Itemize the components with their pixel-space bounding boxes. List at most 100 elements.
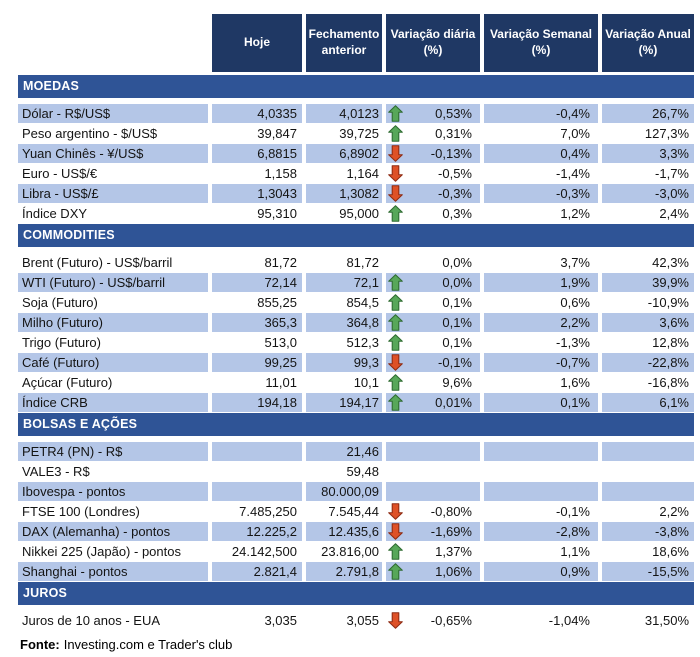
variacao-anual-value: 127,3%	[644, 126, 689, 141]
variacao-diaria-value: 0,1%	[442, 295, 472, 310]
variacao-diaria-value: 0,01%	[435, 395, 472, 410]
variacao-semanal-value: 3,7%	[560, 255, 590, 270]
source-text: Investing.com e Trader's club	[63, 637, 233, 652]
down-arrow-icon	[388, 185, 403, 202]
fechamento-anterior-value: 7.545,44	[328, 504, 379, 519]
variacao-diaria-cell: -0,1%	[386, 353, 480, 372]
row-label: VALE3 - R$	[22, 464, 90, 479]
table-row: Yuan Chinês - ¥/US$ 6,8815 6,8902 -0,13% 0,4…	[18, 144, 694, 163]
row-label: Nikkei 225 (Japão) - pontos	[22, 544, 181, 559]
variacao-diaria-cell	[386, 482, 480, 501]
hoje-value: 513,0	[264, 335, 297, 350]
variacao-anual-value	[602, 462, 694, 481]
source-note: Fonte: Investing.com e Trader's club	[18, 637, 694, 652]
hoje-value: 4,0335	[212, 104, 302, 123]
variacao-semanal-value: -2,8%	[484, 522, 598, 541]
variacao-diaria-cell: 0,01%	[386, 393, 480, 412]
hoje-value: 1,158	[264, 166, 297, 181]
table-row: Trigo (Futuro) 513,0 512,3 0,1% -1,3% 12,8%	[18, 333, 694, 352]
table-row: Shanghai - pontos 2.821,4 2.791,8 1,06% 0,9%…	[18, 562, 694, 581]
up-arrow-icon	[388, 543, 403, 560]
fechamento-anterior-value: 1,164	[346, 166, 379, 181]
up-arrow-icon	[388, 294, 403, 311]
table-row: Libra - US$/£ 1,3043 1,3082 -0,3% -0,3% -3,0%	[18, 184, 694, 203]
variacao-anual-value: -22,8%	[602, 353, 694, 372]
fechamento-anterior-value: 23.816,00	[321, 544, 379, 559]
variacao-anual-value: 6,1%	[602, 393, 694, 412]
up-arrow-icon	[388, 314, 403, 331]
variacao-diaria-value: -0,80%	[430, 504, 472, 519]
hoje-value	[212, 482, 302, 501]
row-label: Soja (Futuro)	[22, 295, 98, 310]
row-label: Dólar - R$/US$	[18, 104, 208, 123]
variacao-semanal-value: 1,2%	[560, 206, 590, 221]
variacao-diaria-value: 0,53%	[435, 106, 472, 121]
down-arrow-icon	[388, 523, 403, 540]
variacao-anual-value: 2,2%	[659, 504, 689, 519]
variacao-diaria-cell: -1,69%	[386, 522, 480, 541]
row-label: WTI (Futuro) - US$/barril	[18, 273, 208, 292]
variacao-anual-value: -3,8%	[602, 522, 694, 541]
hoje-value: 194,18	[212, 393, 302, 412]
variacao-diaria-cell: 9,6%	[386, 373, 480, 392]
variacao-diaria-cell: 0,1%	[386, 313, 480, 332]
fechamento-anterior-value: 80.000,09	[306, 482, 382, 501]
hoje-value: 99,25	[212, 353, 302, 372]
variacao-diaria-cell: -0,5%	[386, 164, 480, 183]
variacao-diaria-cell: -0,65%	[386, 611, 480, 630]
up-arrow-icon	[388, 205, 403, 222]
fechamento-anterior-value: 72,1	[306, 273, 382, 292]
fechamento-anterior-value: 12.435,6	[306, 522, 382, 541]
hoje-value: 6,8815	[212, 144, 302, 163]
row-label: Libra - US$/£	[18, 184, 208, 203]
table-row: DAX (Alemanha) - pontos 12.225,2 12.435,6 -…	[18, 522, 694, 541]
variacao-anual-value: 31,50%	[644, 613, 689, 628]
variacao-semanal-value: -0,3%	[484, 184, 598, 203]
table-row: Soja (Futuro) 855,25 854,5 0,1% 0,6% -10,9%	[18, 293, 694, 312]
variacao-anual-value: -16,8%	[647, 375, 689, 390]
hoje-value: 95,310	[257, 206, 297, 221]
header-corner-spacer	[18, 14, 208, 72]
row-label: Ibovespa - pontos	[18, 482, 208, 501]
table-row: Juros de 10 anos - EUA 3,035 3,055 -0,65% -1…	[18, 611, 694, 630]
variacao-anual-value: 39,9%	[602, 273, 694, 292]
row-label: Açúcar (Futuro)	[22, 375, 113, 390]
fechamento-anterior-value: 4,0123	[306, 104, 382, 123]
variacao-diaria-cell: 0,3%	[386, 204, 480, 223]
variacao-semanal-value: 2,2%	[484, 313, 598, 332]
variacao-semanal-value: 1,9%	[484, 273, 598, 292]
section-header-juros: JUROS	[18, 582, 694, 605]
variacao-diaria-value: 0,0%	[442, 275, 472, 290]
variacao-diaria-cell: 0,53%	[386, 104, 480, 123]
variacao-semanal-value: 1,1%	[560, 544, 590, 559]
hoje-value: 3,035	[264, 613, 297, 628]
fechamento-anterior-value: 2.791,8	[306, 562, 382, 581]
variacao-semanal-value: -0,7%	[484, 353, 598, 372]
fechamento-anterior-value: 95,000	[339, 206, 379, 221]
row-label: Peso argentino - $/US$	[22, 126, 158, 141]
row-label: Índice DXY	[22, 206, 88, 221]
variacao-semanal-value	[484, 462, 598, 481]
hoje-value: 72,14	[212, 273, 302, 292]
variacao-diaria-value: -0,5%	[438, 166, 472, 181]
table-row: PETR4 (PN) - R$ 21,46	[18, 442, 694, 461]
table-row: Peso argentino - $/US$ 39,847 39,725 0,31% 7…	[18, 124, 694, 143]
variacao-diaria-value: 9,6%	[442, 375, 472, 390]
table-row: Açúcar (Futuro) 11,01 10,1 9,6% 1,6% -16,8%	[18, 373, 694, 392]
variacao-semanal-value: 0,4%	[484, 144, 598, 163]
variacao-semanal-value: 7,0%	[560, 126, 590, 141]
table-row: Índice DXY 95,310 95,000 0,3% 1,2% 2,4%	[18, 204, 694, 223]
variacao-diaria-value: 0,0%	[442, 255, 472, 270]
row-label: DAX (Alemanha) - pontos	[18, 522, 208, 541]
up-arrow-icon	[388, 374, 403, 391]
fechamento-anterior-value: 512,3	[346, 335, 379, 350]
market-data-table: Hoje Fechamento anterior Variação diária…	[18, 14, 694, 652]
variacao-diaria-cell: -0,80%	[386, 502, 480, 521]
variacao-anual-value: 2,4%	[659, 206, 689, 221]
variacao-diaria-value: -0,65%	[430, 613, 472, 628]
variacao-diaria-value: 1,06%	[435, 564, 472, 579]
variacao-semanal-value	[484, 482, 598, 501]
section-header-moedas: MOEDAS	[18, 75, 694, 98]
row-label: Trigo (Futuro)	[22, 335, 101, 350]
fechamento-anterior-value: 59,48	[346, 464, 379, 479]
